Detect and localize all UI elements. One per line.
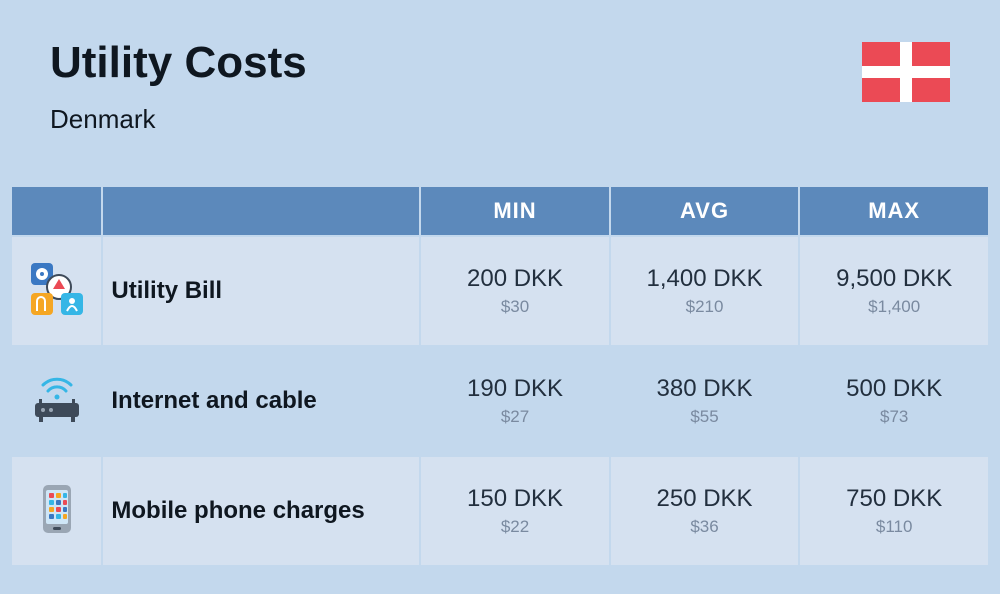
cell-avg: 380 DKK $55 xyxy=(611,347,799,455)
utilities-icon xyxy=(29,261,85,317)
value-sub: $110 xyxy=(800,517,988,537)
value-sub: $210 xyxy=(611,297,799,317)
table-row: Utility Bill 200 DKK $30 1,400 DKK $210 … xyxy=(12,237,988,345)
value-main: 250 DKK xyxy=(611,485,799,513)
value-main: 9,500 DKK xyxy=(800,265,988,293)
cell-avg: 250 DKK $36 xyxy=(611,457,799,565)
row-icon-cell xyxy=(12,237,101,345)
value-sub: $27 xyxy=(421,407,608,427)
row-icon-cell xyxy=(12,347,101,455)
page-root: Utility Costs Denmark MIN AVG MAX xyxy=(0,0,1000,594)
value-sub: $36 xyxy=(611,517,799,537)
value-sub: $30 xyxy=(421,297,608,317)
value-sub: $55 xyxy=(611,407,799,427)
cell-min: 150 DKK $22 xyxy=(421,457,608,565)
col-header-label xyxy=(103,187,419,235)
value-main: 500 DKK xyxy=(800,375,988,403)
header: Utility Costs Denmark xyxy=(0,0,1000,155)
row-label: Mobile phone charges xyxy=(103,457,419,565)
denmark-flag-icon xyxy=(862,42,950,102)
value-main: 750 DKK xyxy=(800,485,988,513)
value-main: 190 DKK xyxy=(421,375,608,403)
router-icon xyxy=(29,371,85,427)
table-row: Mobile phone charges 150 DKK $22 250 DKK… xyxy=(12,457,988,565)
cell-max: 750 DKK $110 xyxy=(800,457,988,565)
cell-min: 190 DKK $27 xyxy=(421,347,608,455)
cell-avg: 1,400 DKK $210 xyxy=(611,237,799,345)
value-main: 1,400 DKK xyxy=(611,265,799,293)
value-sub: $73 xyxy=(800,407,988,427)
col-header-avg: AVG xyxy=(611,187,799,235)
smartphone-icon xyxy=(29,481,85,537)
value-main: 200 DKK xyxy=(421,265,608,293)
col-header-min: MIN xyxy=(421,187,608,235)
cell-max: 9,500 DKK $1,400 xyxy=(800,237,988,345)
row-icon-cell xyxy=(12,457,101,565)
col-header-max: MAX xyxy=(800,187,988,235)
col-header-icon xyxy=(12,187,101,235)
page-title: Utility Costs xyxy=(50,38,307,88)
value-sub: $22 xyxy=(421,517,608,537)
title-block: Utility Costs Denmark xyxy=(50,38,307,135)
table-body: Utility Bill 200 DKK $30 1,400 DKK $210 … xyxy=(12,237,988,565)
cell-max: 500 DKK $73 xyxy=(800,347,988,455)
row-label: Utility Bill xyxy=(103,237,419,345)
table-header-row: MIN AVG MAX xyxy=(12,187,988,235)
value-sub: $1,400 xyxy=(800,297,988,317)
cell-min: 200 DKK $30 xyxy=(421,237,608,345)
table-row: Internet and cable 190 DKK $27 380 DKK $… xyxy=(12,347,988,455)
value-main: 380 DKK xyxy=(611,375,799,403)
row-label: Internet and cable xyxy=(103,347,419,455)
cost-table: MIN AVG MAX xyxy=(10,185,990,567)
page-subtitle: Denmark xyxy=(50,104,307,135)
value-main: 150 DKK xyxy=(421,485,608,513)
